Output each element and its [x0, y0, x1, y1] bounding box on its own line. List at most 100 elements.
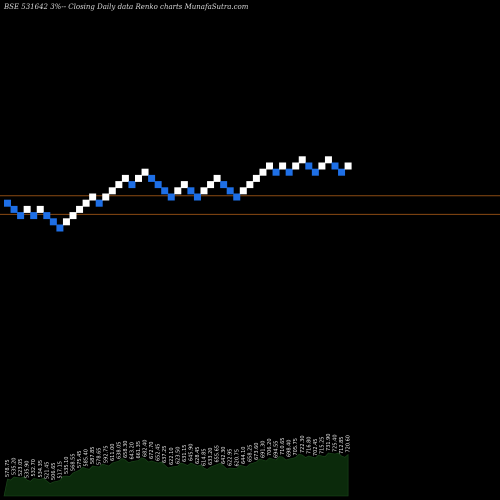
renko-brick-up: [207, 181, 215, 189]
volume-label: 698.40: [287, 440, 293, 458]
renko-brick-down: [272, 168, 280, 176]
renko-brick-down: [56, 224, 64, 232]
volume-label: 710.65: [280, 438, 286, 456]
renko-brick-up: [69, 212, 77, 220]
volume-label: 622.95: [228, 449, 234, 467]
volume-label: 682.40: [143, 440, 149, 458]
renko-brick-down: [4, 199, 11, 207]
renko-brick-down: [148, 174, 156, 182]
renko-brick-up: [279, 162, 287, 170]
volume-label: 652.45: [156, 444, 162, 462]
volume-label: 587.85: [90, 447, 96, 465]
volume-label: 575.45: [77, 451, 83, 469]
volume-label: 534.35: [38, 460, 44, 478]
renko-brick-down: [220, 181, 228, 189]
renko-brick-up: [318, 162, 326, 170]
volume-label: 535.90: [25, 461, 31, 479]
volume-label: 644.10: [241, 447, 247, 465]
renko-brick-down: [95, 199, 103, 207]
volume-label: 691.30: [260, 441, 266, 459]
volume-label: 592.75: [103, 446, 109, 464]
volume-label: 614.85: [202, 449, 208, 467]
renko-brick-up: [324, 156, 332, 164]
volume-label: 731.90: [326, 434, 332, 452]
renko-brick-up: [298, 156, 306, 164]
renko-brick-up: [36, 205, 44, 213]
renko-brick-down: [49, 218, 57, 226]
renko-brick-up: [62, 218, 70, 226]
renko-brick-down: [43, 212, 51, 220]
volume-labels: 578.75 535.20 523.05 535.90 532.70 534.35 521.…: [5, 434, 352, 481]
volume-label: 722.30: [300, 436, 306, 454]
renko-brick-up: [180, 181, 188, 189]
volume-label: 725.40: [333, 435, 339, 453]
renko-brick-down: [167, 193, 175, 201]
volume-label: 517.15: [57, 461, 63, 479]
renko-brick-down: [187, 187, 195, 195]
volume-label: 637.25: [162, 446, 168, 464]
renko-brick-up: [141, 168, 149, 176]
renko-brick-down: [17, 212, 25, 220]
volume-label: 705.75: [293, 438, 299, 456]
volume-label: 658.25: [247, 445, 253, 463]
renko-brick-down: [305, 162, 313, 170]
volume-area-path: [3, 452, 349, 497]
renko-brick-down: [233, 193, 241, 201]
renko-brick-up: [82, 199, 90, 207]
volume-label: 643.20: [129, 442, 135, 460]
renko-brick-down: [338, 168, 346, 176]
volume-label: 673.60: [254, 443, 260, 461]
volume-label: 535.10: [64, 457, 70, 475]
volume-label: 706.20: [267, 439, 273, 457]
renko-brick-down: [193, 193, 201, 201]
renko-brick-up: [246, 181, 254, 189]
volume-area: [3, 452, 349, 497]
renko-brick-up: [292, 162, 300, 170]
volume-label: 585.40: [84, 449, 90, 467]
volume-label: 578.75: [5, 460, 11, 478]
renko-brick-up: [239, 187, 247, 195]
volume-label: 631.15: [182, 445, 188, 463]
renko-brick-down: [311, 168, 319, 176]
renko-brick-up: [135, 174, 142, 182]
volume-label: 532.70: [31, 459, 37, 477]
renko-brick-up: [115, 181, 123, 189]
renko-brick-up: [76, 205, 84, 213]
volume-label: 638.05: [116, 442, 122, 460]
renko-brick-up: [23, 205, 31, 213]
volume-label: 645.90: [188, 444, 194, 462]
volume-label: 568.55: [71, 454, 77, 472]
volume-label: 642.30: [221, 447, 227, 465]
support-lines: [0, 195, 500, 215]
volume-label: 633.20: [208, 448, 214, 466]
renko-brick-up: [89, 193, 97, 201]
renko-brick-up: [266, 162, 273, 170]
volume-label: 611.00: [110, 444, 116, 462]
renko-brick-down: [10, 205, 18, 213]
volume-label: 535.20: [12, 458, 18, 476]
volume-label: 672.70: [149, 442, 155, 460]
renko-brick-down: [30, 212, 38, 220]
volume-label: 523.05: [18, 459, 24, 477]
renko-brick-up: [121, 174, 129, 182]
renko-brick-down: [128, 181, 136, 189]
renko-brick-up: [252, 174, 260, 182]
renko-brick-up: [108, 187, 116, 195]
renko-brick-up: [344, 162, 352, 170]
volume-label: 622.10: [169, 448, 175, 466]
renko-brick-up: [102, 193, 110, 201]
volume-label: 716.80: [306, 437, 312, 455]
volume-label: 578.65: [97, 448, 103, 466]
volume-label: 712.85: [339, 437, 345, 455]
volume-label: 694.55: [274, 441, 280, 459]
renko-brick-down: [331, 162, 339, 170]
volume-label: 658.30: [123, 441, 129, 459]
renko-brick-up: [200, 187, 208, 195]
volume-label: 620.75: [234, 449, 240, 467]
volume-label: 655.65: [215, 445, 221, 463]
renko-bricks: [4, 156, 352, 232]
renko-brick-up: [259, 168, 267, 176]
renko-brick-down: [226, 187, 234, 195]
